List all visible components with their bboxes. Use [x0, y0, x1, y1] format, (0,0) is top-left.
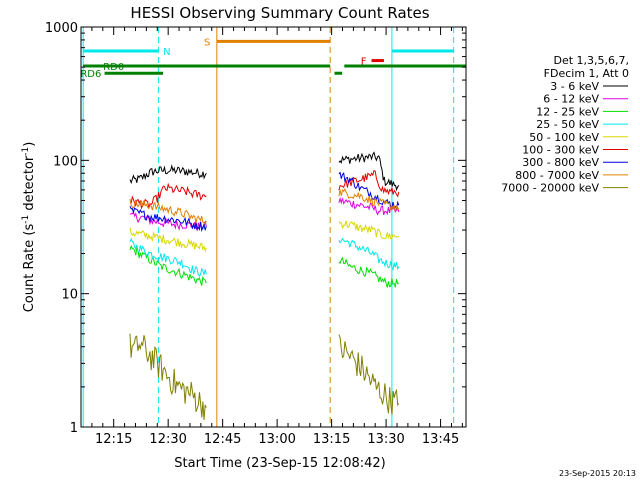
x-axis-label: Start Time (23-Sep-15 12:08:42) [174, 456, 385, 471]
series-line [129, 227, 207, 253]
series-line [338, 334, 400, 415]
state-bar-label: RD0 [103, 62, 124, 73]
y-tick-label: 10 [61, 288, 78, 303]
y-axis-label-part: ) [22, 142, 37, 147]
legend-entry-label: 100 - 300 keV [522, 144, 599, 157]
legend-entry-label: 3 - 6 keV [550, 80, 599, 93]
legend-entry-label: 6 - 12 keV [543, 93, 599, 106]
state-bar-label: S [204, 37, 210, 48]
y-tick-label: 1 [70, 421, 78, 436]
series-line [129, 198, 207, 226]
x-tick-label: 13:45 [422, 432, 459, 447]
legend-entry-label: 25 - 50 keV [536, 118, 599, 131]
series-line [338, 151, 400, 192]
series-line [338, 196, 400, 216]
series-line [129, 237, 207, 277]
legend-entry-label: 12 - 25 keV [536, 105, 599, 118]
legend-header: FDecim 1, Att 0 [544, 67, 629, 80]
series-line [338, 256, 400, 288]
y-tick-label: 100 [53, 154, 78, 169]
series-line [129, 333, 207, 421]
series-line [129, 205, 207, 233]
footer-date: 23-Sep-2015 20:13 [559, 469, 636, 478]
state-bar-label: F [361, 57, 367, 68]
y-axis-label: Count Rate (s-1 detector-1) [21, 142, 37, 313]
state-bar-label: N [163, 47, 170, 58]
series-line [129, 164, 207, 185]
state-bar-label: RD6 [80, 69, 101, 80]
series-line [129, 244, 207, 286]
plot-frame [80, 26, 467, 428]
series-line [338, 237, 400, 271]
series-line [338, 220, 400, 240]
legend-entry-label: 50 - 100 keV [529, 131, 599, 144]
y-axis-label-sup: -1 [21, 215, 31, 224]
legend: Det 1,3,5,6,7,FDecim 1, Att 03 - 6 keV6 … [501, 54, 629, 195]
x-tick-label: 13:15 [313, 432, 350, 447]
x-tick-label: 12:15 [95, 432, 132, 447]
axes-layer [80, 26, 467, 428]
series-layer [129, 151, 400, 421]
series-line [129, 182, 207, 210]
legend-entry-label: 300 - 800 keV [522, 156, 599, 169]
y-axis-label-part: detector [22, 155, 37, 215]
x-tick-label: 12:30 [149, 432, 186, 447]
tick-layer: 12:15 12:30 12:45 13:00 13:15 13:30 13:45 1 10 10… [45, 21, 466, 447]
series-line [338, 187, 400, 212]
legend-entry-label: 800 - 7000 keV [515, 169, 599, 182]
chart-title: HESSI Observing Summary Count Rates [130, 4, 429, 22]
y-tick-label: 1000 [45, 21, 78, 36]
x-tick-label: 13:00 [258, 432, 295, 447]
x-tick-label: 12:45 [204, 432, 241, 447]
x-tick-label: 13:30 [367, 432, 404, 447]
y-axis-label-part: Count Rate (s [22, 224, 37, 313]
legend-header: Det 1,3,5,6,7, [553, 54, 629, 67]
legend-entry-label: 7000 - 20000 keV [501, 182, 599, 195]
y-axis-label-sup: -1 [21, 147, 31, 156]
